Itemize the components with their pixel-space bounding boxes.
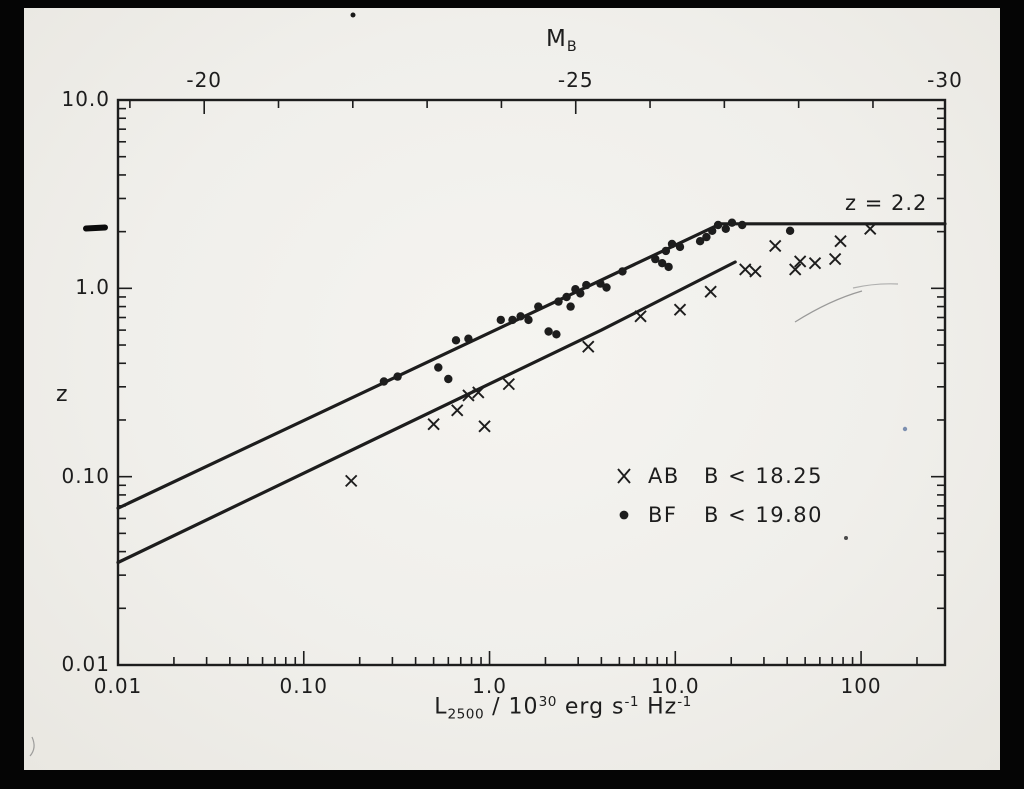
data-point-dot xyxy=(675,242,685,252)
data-point-cross xyxy=(582,340,595,353)
data-point-cross xyxy=(864,222,877,235)
data-point-dot xyxy=(496,315,505,325)
data-point-dot xyxy=(464,334,473,343)
data-point-dot xyxy=(664,262,673,272)
data-point-dot xyxy=(785,226,795,235)
data-point-dot xyxy=(566,302,575,311)
data-point-cross xyxy=(789,263,802,276)
data-point-dot xyxy=(444,374,453,384)
data-point-cross xyxy=(462,389,475,402)
lower-flux-limit-curve xyxy=(116,260,737,565)
data-point-dot xyxy=(524,315,533,325)
plot-data xyxy=(116,218,947,565)
data-point-dot xyxy=(721,224,730,233)
data-point-cross xyxy=(451,404,464,417)
data-point-cross xyxy=(345,474,358,488)
data-point-dot xyxy=(379,377,389,386)
scan-artifact-scratch xyxy=(852,283,899,289)
scan-artifact-speck xyxy=(902,426,908,432)
data-point-dot xyxy=(667,239,677,249)
data-point-cross xyxy=(472,386,485,399)
data-point-dot xyxy=(582,280,591,290)
data-point-cross xyxy=(704,285,717,298)
data-point-dot xyxy=(651,254,660,264)
data-point-dot xyxy=(508,315,517,325)
data-point-cross xyxy=(769,239,782,253)
data-point-cross xyxy=(427,417,440,431)
scan-artifact-speck xyxy=(350,12,356,18)
data-point-dot xyxy=(434,363,443,372)
data-point-dot xyxy=(516,312,525,321)
data-point-dot xyxy=(702,232,711,242)
scan-artifact-scratch xyxy=(794,290,863,323)
plot-frame xyxy=(116,98,947,667)
data-point-cross xyxy=(634,310,647,323)
plot-axes xyxy=(116,98,947,667)
scan-artifact-speck xyxy=(844,536,848,540)
data-point-dot xyxy=(544,327,553,336)
data-point-cross xyxy=(739,263,752,276)
data-point-dot xyxy=(727,218,737,227)
data-point-dot xyxy=(393,372,402,381)
data-point-cross xyxy=(828,252,842,266)
data-point-dot xyxy=(695,237,705,246)
data-point-cross xyxy=(834,234,847,248)
data-point-dot xyxy=(658,259,667,268)
scan-artifact-scratch xyxy=(29,736,35,757)
data-point-dot xyxy=(552,330,561,339)
data-point-dot xyxy=(534,302,543,311)
data-point-dot xyxy=(708,226,717,235)
data-point-dot xyxy=(661,246,671,256)
data-point-cross xyxy=(502,377,515,391)
upper-flux-limit-curve xyxy=(116,222,947,510)
data-point-dot xyxy=(602,283,611,292)
photo-print xyxy=(24,8,1000,770)
data-point-cross xyxy=(808,257,822,270)
data-point-dot xyxy=(554,297,563,306)
scan-artifact-dash xyxy=(83,224,108,232)
data-point-dot xyxy=(451,336,461,345)
data-point-cross xyxy=(478,420,491,433)
data-point-dot xyxy=(596,279,605,288)
data-point-dot xyxy=(713,220,723,230)
data-point-dot xyxy=(738,220,747,230)
data-point-dot xyxy=(576,289,585,298)
scan-artifacts xyxy=(29,12,908,757)
data-point-cross xyxy=(673,303,687,316)
data-point-cross xyxy=(793,255,807,268)
data-point-cross xyxy=(749,265,762,278)
data-point-dot xyxy=(618,267,627,276)
data-point-dot xyxy=(562,292,571,302)
